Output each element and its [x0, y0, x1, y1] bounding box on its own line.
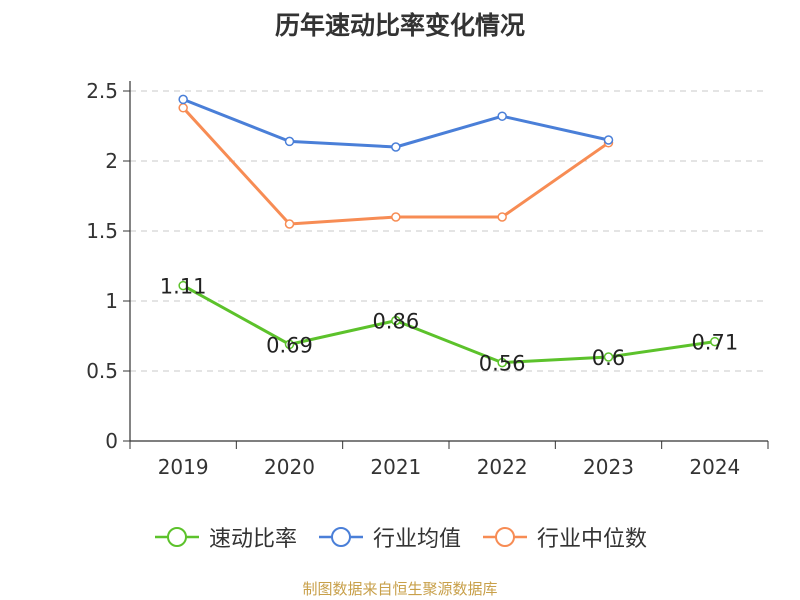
x-tick-label: 2021 [370, 455, 421, 479]
data-point [391, 315, 401, 326]
series-line [182, 98, 609, 149]
legend-symbol [318, 527, 363, 547]
legend-item[interactable]: 行业均值 [317, 521, 461, 553]
legend: 速动比率 行业均值 行业中位数 [0, 520, 800, 554]
data-point [710, 336, 720, 347]
data-point [391, 142, 401, 152]
y-tick-label: 2.5 [86, 79, 118, 103]
x-tick-label: 2019 [158, 455, 209, 479]
data-point [178, 94, 188, 105]
y-tick-label: 2 [105, 149, 118, 173]
data-label: 0.6 [592, 346, 625, 370]
x-tick-label: 2022 [477, 455, 528, 479]
y-tick-label: 1 [105, 289, 118, 313]
data-point [603, 352, 614, 362]
y-tick-label: 0 [105, 429, 118, 453]
data-label: 0.69 [266, 333, 313, 357]
data-label: 0.71 [691, 331, 738, 355]
data-point [391, 212, 401, 222]
legend-item[interactable]: 速动比率 [153, 521, 297, 553]
legend-symbol [154, 527, 199, 547]
legend-label: 行业均值 [372, 527, 461, 552]
data-point [284, 219, 295, 229]
data-point [497, 111, 507, 121]
x-tick-label: 2024 [689, 455, 740, 479]
data-point [497, 212, 507, 222]
y-tick-label: 0.5 [86, 359, 118, 383]
data-point [284, 136, 295, 147]
legend-label: 速动比率 [208, 527, 297, 552]
x-tick-label: 2023 [583, 455, 634, 479]
legend-item[interactable]: 行业中位数 [481, 521, 647, 553]
data-point [178, 280, 188, 291]
chart-title: 历年速动比率变化情况 [274, 11, 525, 40]
legend-symbol [483, 527, 527, 547]
data-label: 0.86 [372, 310, 419, 334]
data-point [178, 103, 188, 113]
data-label: 0.56 [479, 352, 526, 376]
x-tick-label: 2020 [264, 455, 315, 479]
data-point [284, 339, 295, 350]
source-note: 制图数据来自恒生聚源数据库 [302, 580, 498, 598]
data-point [603, 135, 614, 145]
data-point [497, 357, 507, 368]
series-line [182, 284, 716, 365]
y-tick-label: 1.5 [86, 219, 118, 243]
legend-label: 行业中位数 [537, 527, 648, 552]
data-label: 1.11 [160, 275, 207, 299]
